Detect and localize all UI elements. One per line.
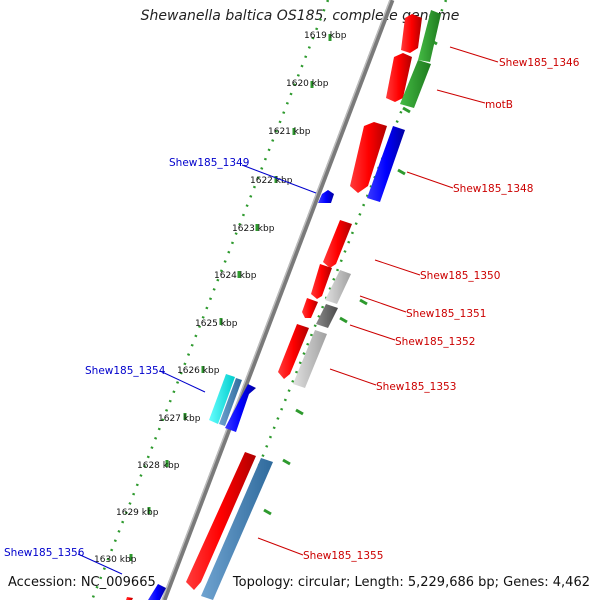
gene-label-shew185-1346[interactable]: Shew185_1346 [499, 57, 580, 69]
gene-label-shew185-1350[interactable]: Shew185_1350 [420, 270, 500, 282]
gene-shew185-1352[interactable] [316, 304, 338, 328]
kbp-tick-marks [129, 34, 332, 561]
kbp-label: 1628 kbp [137, 461, 180, 471]
gene-red-bottom[interactable] [126, 597, 133, 600]
label-leaders [77, 46, 499, 575]
gene-shew185-1353[interactable] [293, 330, 327, 388]
leader-1353 [329, 368, 377, 386]
leader-1348 [406, 171, 454, 189]
gene-red-1347[interactable] [350, 122, 387, 193]
leader-1351 [359, 295, 407, 313]
gene-label-motb[interactable]: motB [485, 99, 513, 111]
leader-motb [436, 89, 486, 104]
gene-label-shew185-1353[interactable]: Shew185_1353 [376, 381, 456, 393]
gene-label-shew185-1352[interactable]: Shew185_1352 [395, 336, 475, 348]
gene-shew185-1355[interactable] [201, 458, 273, 600]
kbp-label: 1623 kbp [232, 224, 275, 234]
kbp-label: 1630 kbp [94, 555, 137, 565]
kbp-label: 1619 kbp [304, 31, 347, 41]
leader-1354 [159, 370, 206, 393]
gene-shew185-1354[interactable] [209, 374, 235, 424]
kbp-label: 1621 kbp [268, 127, 311, 137]
gene-labels: Shew185_1346 motB Shew185_1348 Shew185_1… [4, 57, 580, 562]
kbp-labels: 1619 kbp 1620 kbp 1621 kbp 1622 kbp 1623… [94, 31, 347, 565]
kbp-label: 1629 kbp [116, 508, 159, 518]
leader-1346 [449, 46, 499, 63]
gene-red-1351a[interactable] [311, 264, 332, 299]
kbp-label: 1624 kbp [214, 271, 257, 281]
gene-shew185-1356[interactable] [148, 584, 166, 600]
gene-shew185-1349[interactable] [318, 190, 334, 203]
kbp-label: 1625 kbp [195, 319, 238, 329]
gene-shew185-1346[interactable] [401, 14, 422, 53]
leader-1350 [374, 259, 421, 276]
gene-red-1352a[interactable] [302, 298, 318, 318]
gene-red-1353a[interactable] [278, 324, 309, 379]
kbp-label: 1622 kbp [250, 176, 293, 186]
leader-1349 [241, 164, 317, 194]
gene-label-shew185-1349[interactable]: Shew185_1349 [169, 157, 249, 169]
gene-label-shew185-1355[interactable]: Shew185_1355 [303, 550, 383, 562]
leader-1355 [257, 537, 304, 556]
map-title: Shewanella baltica OS185, complete genom… [140, 8, 460, 24]
gene-label-shew185-1356[interactable]: Shew185_1356 [4, 547, 85, 559]
genome-backbone-highlight [161, 0, 391, 600]
gene-label-shew185-1351[interactable]: Shew185_1351 [406, 308, 486, 320]
accession-text: Accession: NC_009665 [8, 575, 156, 590]
gene-label-shew185-1348[interactable]: Shew185_1348 [453, 183, 533, 195]
genome-summary-text: Topology: circular; Length: 5,229,686 bp… [232, 575, 590, 590]
gene-shew185-1350[interactable] [323, 220, 352, 268]
gene-blue-1354[interactable] [225, 384, 256, 432]
genome-backbone [161, 0, 395, 600]
gene-shew185-1346-neighbor[interactable] [418, 10, 441, 62]
leader-1356 [77, 553, 123, 575]
gene-steel-1354[interactable] [219, 378, 242, 426]
leader-1352 [349, 324, 396, 341]
gene-motb[interactable] [400, 60, 431, 108]
gene-motb-red[interactable] [386, 53, 412, 102]
kbp-label: 1626 kbp [177, 366, 220, 376]
gene-shew185-1351[interactable] [325, 270, 351, 304]
gene-label-shew185-1354[interactable]: Shew185_1354 [85, 365, 166, 377]
gene-red-1355[interactable] [186, 452, 256, 590]
kbp-label: 1620 kbp [286, 79, 329, 89]
kbp-label: 1627 kbp [158, 414, 201, 424]
gene-shew185-1348[interactable] [367, 126, 405, 202]
